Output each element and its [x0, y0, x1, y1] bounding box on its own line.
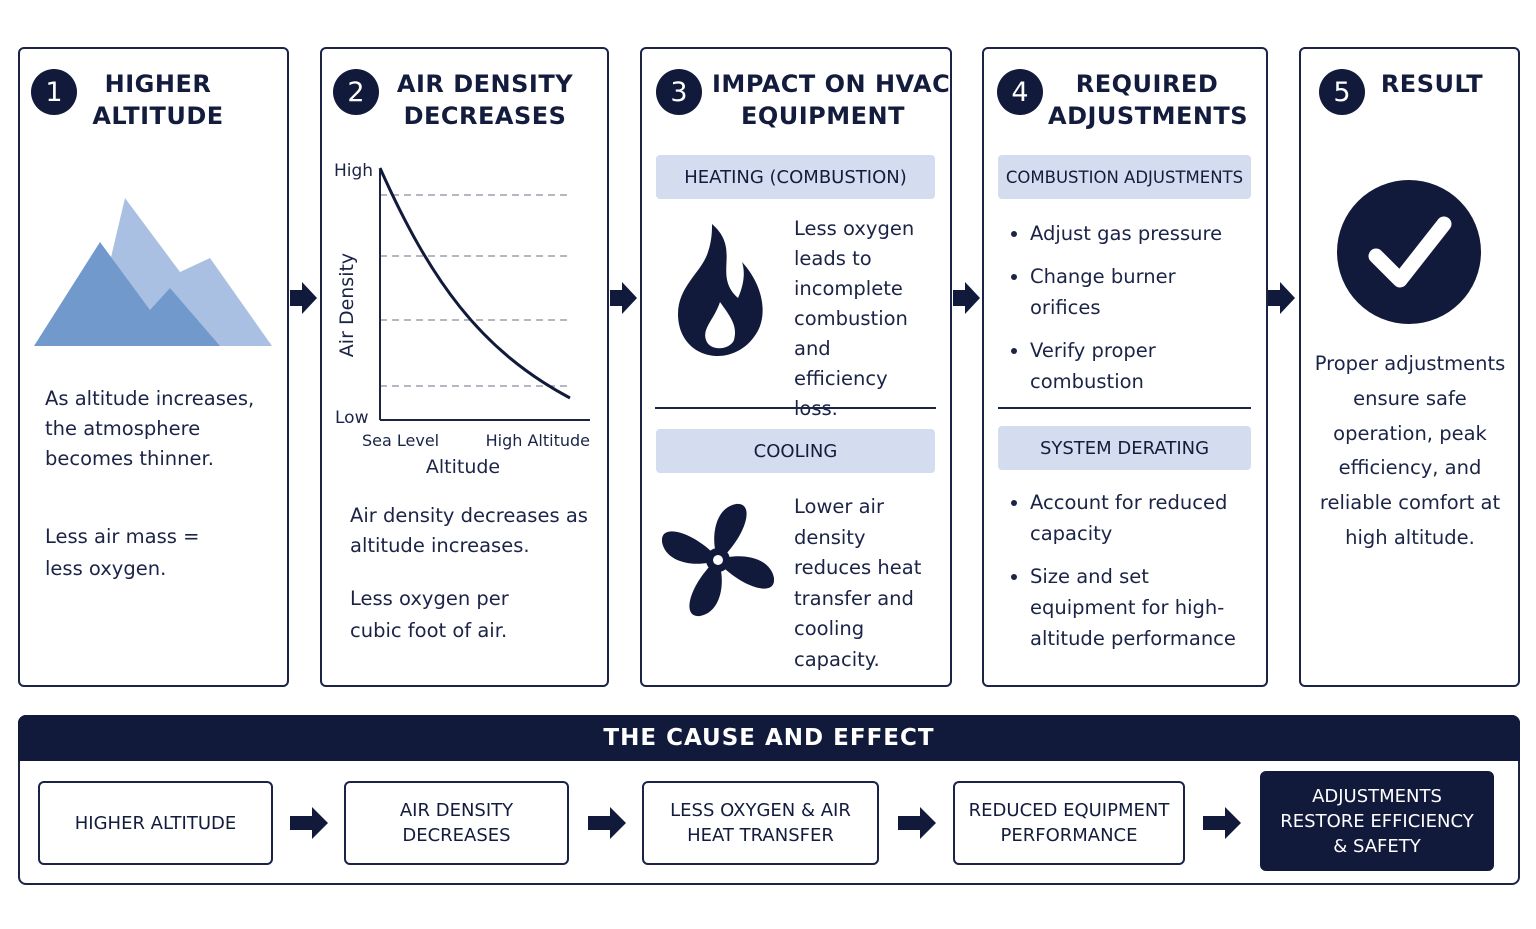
step-text: Less oxygen per cubic foot of air. [350, 587, 509, 642]
axis-label: Low [335, 408, 369, 428]
section-heading: SYSTEM DERATING [998, 426, 1251, 470]
title-line: HIGHER [104, 70, 212, 98]
density-graph: High Low Air Density Sea Level High Alti… [334, 161, 590, 478]
axis-label: Sea Level [362, 431, 439, 450]
bullet-item: Account for reduced capacity [1030, 487, 1230, 549]
step-panel [18, 47, 289, 687]
box-line: LESS OXYGEN & AIR [670, 800, 851, 821]
title-line: ALTITUDE [92, 102, 224, 130]
bullet-item: Adjust gas pressure [1030, 218, 1250, 249]
flame-icon [678, 224, 763, 356]
box-line: PERFORMANCE [1000, 825, 1138, 846]
step-title: AIR DENSITY DECREASES [395, 68, 575, 132]
section-heading: COMBUSTION ADJUSTMENTS [998, 155, 1251, 199]
step-panel [982, 47, 1268, 687]
bullet-item: Verify proper combustion [1030, 335, 1180, 397]
axis-title: Air Density [336, 253, 358, 357]
section-text: Less oxygen leads to incomplete combusti… [794, 217, 915, 420]
flow-box: HIGHER ALTITUDE [38, 781, 273, 865]
title-line: ADJUSTMENTS [1048, 102, 1249, 130]
step-number: 1 [31, 69, 77, 115]
axis-label: High Altitude [486, 431, 590, 450]
mountain-icon [34, 198, 272, 346]
box-line: RESTORE EFFICIENCY [1280, 810, 1474, 832]
step-number: 3 [656, 69, 702, 115]
step-panel [1299, 47, 1520, 687]
bullet-item: Size and set equipment for high-altitude… [1030, 561, 1245, 654]
title-line: EQUIPMENT [740, 102, 906, 130]
title-line: IMPACT ON HVAC [712, 70, 951, 98]
step-panel [640, 47, 952, 687]
flow-box-result: ADJUSTMENTS RESTORE EFFICIENCY & SAFETY [1260, 771, 1494, 871]
step-title: IMPACT ON HVAC EQUIPMENT [712, 68, 951, 132]
step-number: 4 [997, 69, 1043, 115]
box-line: DECREASES [402, 825, 511, 846]
box-line: & SAFETY [1333, 835, 1421, 857]
title-line: DECREASES [403, 102, 567, 130]
result-text: Proper adjustments ensure safe operation… [1314, 352, 1506, 549]
step-title: HIGHER ALTITUDE [90, 68, 226, 132]
step-text: Less air mass = less oxygen. [45, 525, 200, 580]
bullet-item: Change burner orifices [1030, 261, 1250, 323]
title-line: REQUIRED [1075, 70, 1219, 98]
flow-box: LESS OXYGEN & AIR HEAT TRANSFER [642, 781, 879, 865]
axis-title: Altitude [426, 456, 500, 478]
flow-box: REDUCED EQUIPMENT PERFORMANCE [953, 781, 1185, 865]
step-number: 2 [333, 69, 379, 115]
step-text: Air density decreases as altitude increa… [350, 504, 588, 557]
box-line: HIGHER ALTITUDE [74, 812, 237, 834]
section-text: Lower air density reduces heat transfer … [794, 495, 922, 671]
bullet-list: Account for reduced capacity Size and se… [1010, 487, 1245, 666]
flow-box: AIR DENSITY DECREASES [344, 781, 569, 865]
section-heading: COOLING [656, 429, 935, 473]
box-line: AIR DENSITY [399, 800, 514, 821]
title-line: AIR DENSITY [396, 70, 574, 98]
title-line: RESULT [1380, 70, 1484, 98]
check-icon [1337, 180, 1481, 324]
bullet-list: Adjust gas pressure Change burner orific… [1010, 218, 1250, 409]
divider [998, 407, 1251, 409]
box-line: ADJUSTMENTS [1312, 785, 1442, 807]
divider [655, 407, 936, 409]
axis-label: High [334, 161, 373, 181]
step-panel [320, 47, 609, 687]
step-text: As altitude increases, the atmosphere be… [45, 387, 255, 470]
fan-icon [662, 503, 774, 617]
step-title: RESULT [1380, 68, 1484, 100]
band-title: THE CAUSE AND EFFECT [18, 715, 1520, 761]
step-title: REQUIRED ADJUSTMENTS [1048, 68, 1249, 132]
section-heading: HEATING (COMBUSTION) [656, 155, 935, 199]
box-line: HEAT TRANSFER [687, 825, 834, 846]
box-line: REDUCED EQUIPMENT [968, 800, 1170, 821]
step-number: 5 [1319, 69, 1365, 115]
